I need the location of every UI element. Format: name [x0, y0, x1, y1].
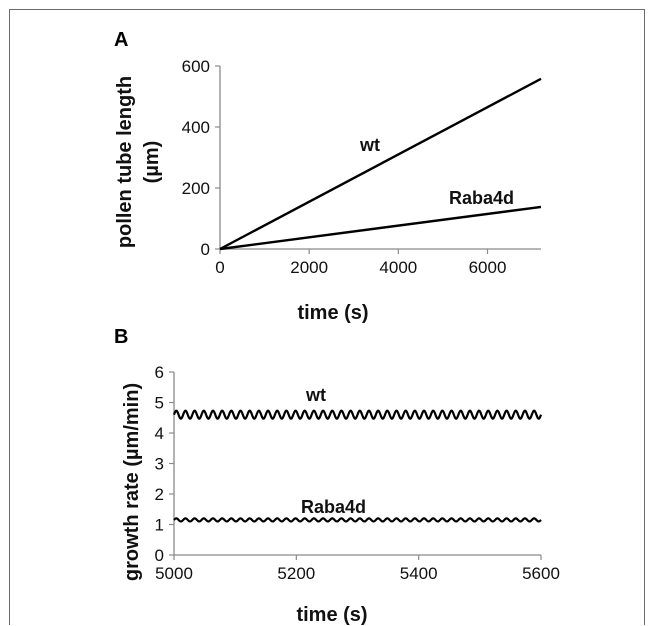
- panel-b-y-ticks: 0 1 2 3 4 5 6: [155, 363, 174, 565]
- x-tick-label: 0: [215, 258, 224, 277]
- panel-a-series-label-raba4d: Raba4d: [449, 188, 514, 208]
- panel-b-x-ticks: 5000 5200 5400 5600: [155, 555, 560, 583]
- y-tick-label: 3: [155, 455, 164, 474]
- y-tick-label: 5: [155, 394, 164, 413]
- x-tick-label: 5400: [400, 564, 438, 583]
- chart-canvas: A 0 200 400 600 0 2000 4000 6000 time (s) poll…: [114, 29, 560, 626]
- y-tick-label: 400: [182, 118, 210, 137]
- panel-b-x-axis-label: time (s): [296, 604, 367, 626]
- figure-frame: A 0 200 400 600 0 2000 4000 6000 time (s) poll…: [9, 9, 645, 626]
- y-tick-label: 0: [201, 240, 210, 259]
- x-tick-label: 4000: [379, 258, 417, 277]
- panel-a-y-axis-label-line2: (µm): [141, 141, 163, 184]
- series-line-raba4d: [219, 205, 542, 251]
- panel-b: B 0 1 2 3 4 5 6 5000 5200 5400 5600 time (s) grow…: [114, 326, 560, 626]
- panel-b-series-label-raba4d: Raba4d: [301, 497, 366, 517]
- series-line-wt: [219, 77, 542, 251]
- panel-a-y-ticks: 0 200 400 600: [182, 57, 220, 259]
- panel-b-series-label-wt: wt: [305, 385, 326, 405]
- panel-a: A 0 200 400 600 0 2000 4000 6000 time (s) poll…: [114, 29, 542, 324]
- y-tick-label: 4: [155, 424, 164, 443]
- y-tick-label: 1: [155, 516, 164, 535]
- x-tick-label: 2000: [290, 258, 328, 277]
- y-tick-label: 200: [182, 179, 210, 198]
- panel-a-letter: A: [114, 29, 128, 51]
- panel-b-axes: [173, 372, 541, 556]
- y-tick-label: 600: [182, 57, 210, 76]
- x-tick-label: 6000: [469, 258, 507, 277]
- panel-a-x-axis-label: time (s): [297, 302, 368, 324]
- panel-a-series: [219, 77, 542, 251]
- series-line-wt: [172, 409, 543, 420]
- y-tick-label: 6: [155, 363, 164, 382]
- panel-a-x-ticks: 0 2000 4000 6000: [215, 249, 506, 277]
- x-tick-label: 5600: [522, 564, 560, 583]
- series-line-raba4d: [173, 517, 542, 523]
- y-tick-label: 0: [155, 546, 164, 565]
- panel-b-letter: B: [114, 326, 128, 348]
- panel-a-series-label-wt: wt: [359, 135, 380, 155]
- panel-b-series: [172, 409, 543, 523]
- x-tick-label: 5200: [277, 564, 315, 583]
- panel-a-axes: [219, 66, 541, 250]
- panel-b-y-axis-label: growth rate (µm/min): [121, 383, 143, 581]
- panel-a-y-axis-label-line1: pollen tube length: [114, 76, 136, 248]
- x-tick-label: 5000: [155, 564, 193, 583]
- y-tick-label: 2: [155, 485, 164, 504]
